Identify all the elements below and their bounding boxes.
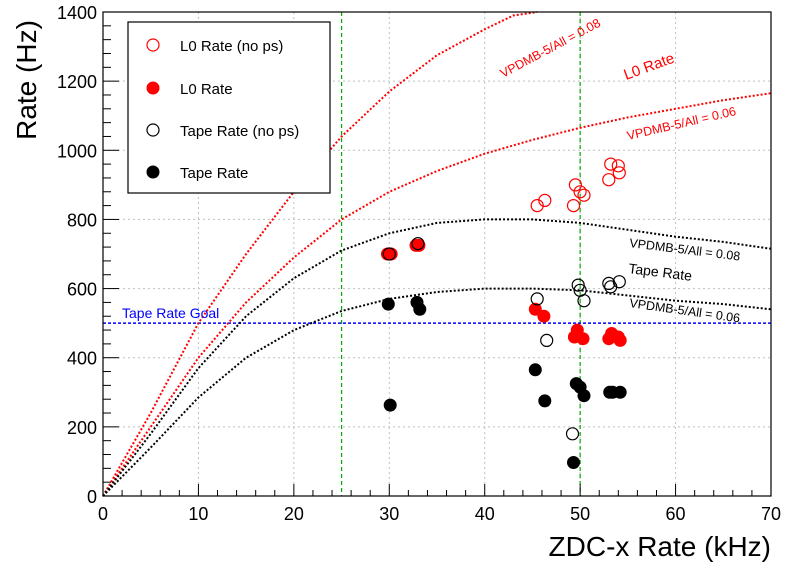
point-tape-rate [381, 297, 395, 311]
point-tape-rate-no-ps [612, 275, 626, 289]
point-l0-rate-no-ps [602, 173, 616, 187]
legend-marker-l0-no-ps [146, 38, 160, 52]
point-l0-rate [576, 332, 590, 346]
y-axis-label: Rate (Hz) [11, 20, 42, 140]
curve-l0-006 [102, 92, 772, 497]
tape-rate-goal-label: Tape Rate Goal [122, 305, 219, 321]
legend-label-tape: Tape Rate [180, 165, 248, 182]
y-tick-label: 1400 [57, 3, 97, 23]
point-tape-rate-no-ps [565, 427, 580, 441]
curves [102, 11, 772, 497]
x-tick-label: 70 [761, 504, 781, 524]
point-tape-rate [577, 389, 591, 403]
legend-box [127, 21, 331, 194]
data-points [380, 157, 627, 469]
point-l0-rate-no-ps [538, 193, 552, 207]
point-l0-rate-no-ps [611, 159, 625, 173]
curve-tape-006 [102, 287, 772, 497]
x-tick-label: 10 [188, 504, 208, 524]
point-tape-rate-no-ps [602, 276, 616, 290]
x-tick-label: 30 [379, 504, 399, 524]
legend-marker-tape [146, 165, 160, 179]
y-tick-label: 200 [67, 418, 97, 438]
y-tick-label: 600 [67, 280, 97, 300]
point-l0-rate-no-ps [604, 157, 618, 171]
point-tape-rate-no-ps [530, 292, 544, 306]
point-tape-rate [528, 363, 542, 377]
point-tape-rate [567, 456, 580, 469]
x-axis-label: ZDC-x Rate (kHz) [549, 531, 771, 562]
point-l0-rate-no-ps [573, 185, 587, 199]
y-tick-label: 400 [67, 349, 97, 369]
x-tick-label: 40 [475, 504, 495, 524]
point-tape-rate-no-ps [411, 237, 425, 251]
point-tape-rate-no-ps [540, 333, 554, 347]
legend-label-tape-no-ps: Tape Rate (no ps) [180, 123, 299, 140]
point-tape-rate-no-ps [382, 247, 396, 261]
curve-tape-008 [102, 218, 772, 497]
axes: 0 10 20 30 40 50 60 70 0 200 400 600 800 1000 1200 1400 [57, 3, 781, 524]
legend-marker-tape-no-ps [146, 123, 160, 137]
x-tick-label: 60 [666, 504, 686, 524]
point-l0-rate-no-ps [566, 199, 581, 213]
legend-label-l0: L0 Rate [180, 81, 233, 98]
point-tape-rate [413, 302, 427, 316]
point-tape-rate [538, 394, 552, 408]
x-tick-label: 20 [284, 504, 304, 524]
plot-frame [102, 11, 772, 497]
point-l0-rate [613, 333, 627, 347]
tape-rate-curve-label: Tape Rate [628, 260, 694, 284]
point-tape-rate [613, 385, 627, 399]
y-tick-label: 1000 [57, 141, 97, 161]
x-tick-label: 50 [570, 504, 590, 524]
point-l0-rate [537, 309, 551, 323]
point-l0-rate-no-ps [612, 166, 626, 180]
legend-marker-l0 [146, 81, 160, 95]
legend-label-l0-no-ps: L0 Rate (no ps) [180, 38, 283, 55]
point-l0-rate [528, 302, 542, 316]
x-tick-label: 0 [98, 504, 108, 524]
point-tape-rate-no-ps [577, 294, 591, 308]
y-tick-label: 800 [67, 210, 97, 230]
y-tick-label: 0 [87, 487, 97, 507]
point-l0-rate-no-ps [577, 188, 591, 202]
y-tick-label: 1200 [57, 72, 97, 92]
point-l0-rate-no-ps [568, 178, 583, 192]
legend: L0 Rate (no ps) L0 Rate Tape Rate (no ps… [127, 21, 331, 194]
curve-l0-008 [102, 11, 538, 497]
reference-lines [103, 12, 771, 496]
point-tape-rate [383, 398, 397, 412]
point-tape-rate-no-ps [571, 278, 585, 292]
